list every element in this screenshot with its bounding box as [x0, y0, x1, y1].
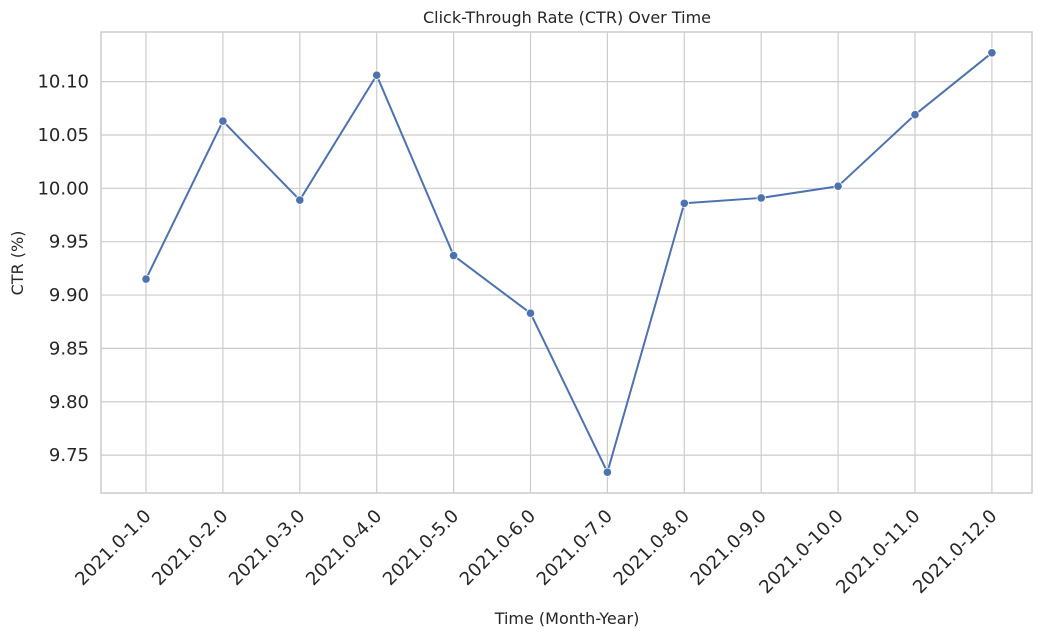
data-point — [448, 250, 459, 261]
y-axis-label: CTR (%) — [8, 231, 27, 296]
data-point — [679, 198, 689, 208]
grid-lines — [101, 32, 1032, 493]
x-tick-label: 2021.0-4.0 — [302, 506, 386, 590]
x-tick-label: 2021.0-6.0 — [456, 506, 540, 590]
ctr-series-line — [145, 52, 993, 474]
data-point — [218, 116, 228, 126]
x-axis-ticks: 2021.0-1.02021.0-2.02021.0-3.02021.0-4.0… — [71, 506, 1001, 598]
y-tick-label: 9.90 — [49, 285, 89, 306]
data-point — [141, 274, 151, 284]
data-point — [910, 110, 920, 120]
x-tick-label: 2021.0-2.0 — [148, 506, 232, 590]
data-point — [372, 70, 382, 80]
y-tick-label: 10.05 — [37, 125, 89, 146]
x-axis-label: Time (Month-Year) — [494, 609, 640, 628]
plot-frame — [100, 31, 1033, 494]
x-tick-label: 2021.0-1.0 — [71, 506, 155, 590]
y-tick-label: 10.10 — [37, 72, 89, 93]
y-tick-label: 9.85 — [49, 338, 89, 359]
y-tick-label: 9.95 — [49, 232, 89, 253]
ctr-series — [141, 48, 997, 477]
data-point — [295, 195, 305, 205]
y-axis-ticks: 9.75 9.80 9.85 9.90 9.95 10.00 10.05 10.10 — [37, 72, 89, 466]
x-tick-label: 2021.0-7.0 — [533, 506, 617, 590]
x-tick-label: 2021.0-9.0 — [687, 506, 771, 590]
chart-title: Click-Through Rate (CTR) Over Time — [423, 8, 711, 27]
y-tick-label: 9.80 — [49, 392, 89, 413]
x-tick-label: 2021.0-8.0 — [610, 506, 694, 590]
data-point — [602, 467, 613, 477]
data-point — [756, 193, 766, 203]
data-point — [987, 48, 997, 58]
x-tick-label: 2021.0-5.0 — [379, 506, 463, 590]
data-point — [833, 181, 843, 191]
y-tick-label: 10.00 — [37, 178, 89, 199]
data-point — [525, 308, 536, 318]
y-tick-label: 9.75 — [49, 445, 89, 466]
x-tick-label: 2021.0-3.0 — [225, 506, 309, 590]
